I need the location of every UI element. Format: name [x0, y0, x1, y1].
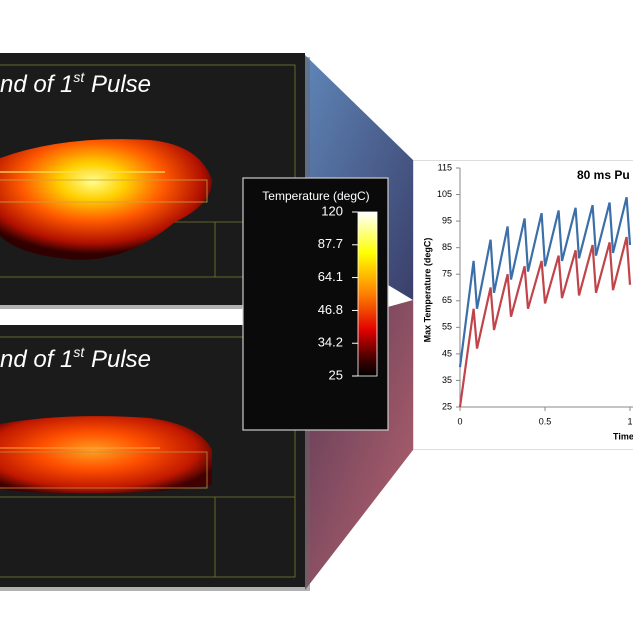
panel-title: nd of 1st Pulse — [0, 344, 151, 374]
x-tick-label: 0 — [457, 416, 462, 426]
chart: 80 ms Pu Time Max Temperature (degC) 25 3… — [413, 160, 633, 450]
y-axis-label: Max Temperature (degC) — [422, 238, 432, 343]
line-series — [458, 236, 632, 408]
colorbar-tick-label: 46.8 — [318, 302, 343, 317]
chart-title: 80 ms Pu — [577, 168, 630, 182]
colorbar-tick-label: 87.7 — [318, 236, 343, 251]
colorbar-title: Temperature (degC) — [262, 189, 369, 203]
panel-title: nd of 1st Pulse — [0, 69, 151, 99]
colorbar: Temperature (degC) 120 87.7 64.1 46.8 34.2 25 — [242, 177, 389, 431]
colorbar-tick-label: 34.2 — [318, 335, 343, 350]
x-tick-label: 1 — [627, 416, 632, 426]
y-tick-label: 95 — [442, 215, 452, 225]
y-tick-label: 85 — [442, 242, 452, 252]
y-tick-label: 115 — [438, 162, 452, 172]
y-tick-label: 35 — [442, 375, 452, 385]
y-tick-label: 65 — [442, 295, 452, 305]
y-tick-label: 105 — [437, 189, 452, 199]
y-tick-label: 45 — [442, 348, 452, 358]
colorbar-tick-label: 120 — [321, 203, 343, 218]
y-tick-label: 55 — [442, 322, 452, 332]
y-tick-label: 25 — [442, 401, 452, 411]
y-tick-label: 75 — [442, 269, 452, 279]
colorbar-tick-label: 64.1 — [318, 269, 343, 284]
x-axis-label: Time — [613, 431, 633, 441]
colorbar-tick-label: 25 — [329, 367, 343, 382]
x-tick-label: 0.5 — [539, 416, 552, 426]
panel: nd of 1st Pulse — [0, 325, 310, 591]
line-series — [458, 196, 632, 368]
